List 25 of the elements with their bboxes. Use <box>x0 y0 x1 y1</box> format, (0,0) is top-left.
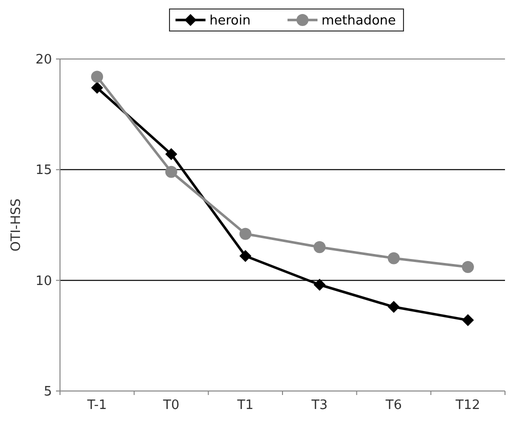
point <box>165 148 178 160</box>
y-tick-label: 5 <box>44 384 52 400</box>
point <box>165 166 178 178</box>
x-tick-label: T6 <box>384 398 402 413</box>
y-tick-label: 20 <box>35 52 52 68</box>
x-tick-label: T1 <box>236 398 254 413</box>
point <box>388 300 400 313</box>
y-tick-label: 15 <box>35 163 52 178</box>
x-tick-label: T3 <box>310 398 328 413</box>
point <box>462 314 474 326</box>
point <box>388 252 400 264</box>
point <box>462 261 474 274</box>
point <box>239 250 252 262</box>
legend-label: methadone <box>322 14 396 29</box>
y-axis-title: OTI-HSS <box>9 198 24 252</box>
x-tick-label: T-1 <box>86 398 107 413</box>
point <box>239 228 252 240</box>
y-tick-label: 10 <box>35 274 52 289</box>
x-tick-label: T0 <box>162 398 180 413</box>
legend-label: heroin <box>210 14 251 29</box>
point <box>314 278 326 291</box>
point <box>314 241 326 254</box>
x-tick-label: T12 <box>454 398 480 413</box>
point <box>91 70 104 83</box>
point <box>91 82 104 94</box>
